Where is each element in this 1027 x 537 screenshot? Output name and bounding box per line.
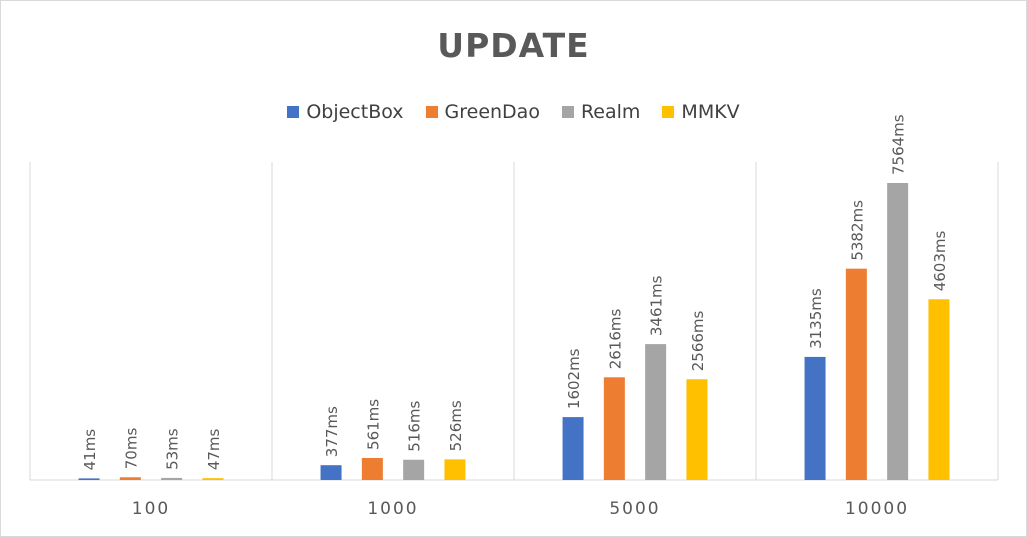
legend: ObjectBox GreenDao Realm MMKV <box>0 101 1027 123</box>
bar <box>603 377 625 480</box>
legend-swatch <box>425 106 438 118</box>
legend-item: GreenDao <box>425 101 540 123</box>
bar <box>887 183 909 480</box>
bar <box>845 268 867 480</box>
legend-label: ObjectBox <box>306 101 404 123</box>
legend-swatch <box>662 106 675 118</box>
data-label: 53ms <box>164 428 182 470</box>
bar <box>403 459 425 480</box>
bar <box>320 465 342 480</box>
legend-item: ObjectBox <box>287 101 404 123</box>
bar <box>562 417 584 480</box>
bar <box>686 379 708 480</box>
legend-item: MMKV <box>662 101 740 123</box>
legend-label: MMKV <box>681 101 740 123</box>
data-label: 5382ms <box>848 200 866 261</box>
legend-label: Realm <box>580 101 641 123</box>
x-tick-label: 1000 <box>367 499 418 519</box>
data-label: 7564ms <box>890 114 908 175</box>
bar <box>645 344 667 480</box>
legend-swatch <box>561 106 574 118</box>
data-label: 526ms <box>447 400 465 451</box>
bar <box>361 457 383 480</box>
legend-item: Realm <box>561 101 641 123</box>
data-label: 3461ms <box>648 275 666 336</box>
x-tick-label: 5000 <box>609 499 660 519</box>
data-label: 3135ms <box>807 288 825 349</box>
data-label: 1602ms <box>565 348 583 409</box>
x-tick-label: 10000 <box>845 499 909 519</box>
data-label: 70ms <box>122 428 140 470</box>
bar <box>804 356 826 480</box>
bar <box>202 478 224 480</box>
x-tick-label: 100 <box>132 499 170 519</box>
data-label: 4603ms <box>931 230 949 291</box>
bar <box>78 478 100 480</box>
data-label: 2566ms <box>689 310 707 371</box>
bar <box>928 299 950 480</box>
bar <box>161 477 183 480</box>
chart-title: UPDATE <box>437 26 590 65</box>
data-label: 47ms <box>205 428 223 470</box>
data-label: 41ms <box>81 429 99 471</box>
bar <box>444 459 466 480</box>
data-label: 377ms <box>323 406 341 457</box>
data-label: 516ms <box>406 400 424 451</box>
legend-label: GreenDao <box>444 101 540 123</box>
bar <box>119 477 141 480</box>
legend-swatch <box>287 106 300 118</box>
data-label: 2616ms <box>606 308 624 369</box>
data-label: 561ms <box>364 399 382 450</box>
